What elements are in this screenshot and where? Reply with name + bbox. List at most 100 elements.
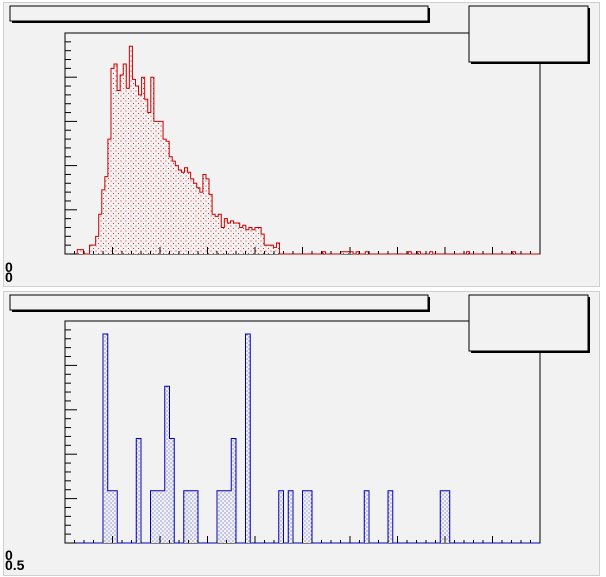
top-histogram-bar <box>236 223 240 254</box>
top-histogram-bar <box>114 63 118 254</box>
bottom-histogram-bar <box>288 490 293 543</box>
bottom-histogram-bar <box>193 490 198 543</box>
top-histogram-bar <box>190 178 194 254</box>
top-histogram-bar <box>101 189 105 254</box>
top-histogram-bar <box>178 170 182 254</box>
top-title-box <box>9 5 429 22</box>
bottom-x-axis-ticks <box>64 536 541 543</box>
top-histogram-bar <box>512 251 516 254</box>
bottom-histogram-bar <box>103 334 108 543</box>
top-histogram-bar <box>120 74 124 255</box>
top-histogram-bar <box>129 46 133 255</box>
top-histogram-bar <box>346 251 350 254</box>
top-histogram-bar <box>89 245 93 254</box>
top-histogram-bar <box>209 194 213 254</box>
bottom-title-box <box>9 294 429 311</box>
top-histogram-outline <box>65 45 540 255</box>
top-histogram-bar <box>350 251 354 254</box>
top-histogram-bar <box>273 247 277 254</box>
top-histogram-bar <box>239 227 243 254</box>
top-histogram-bar <box>193 183 197 254</box>
top-histogram-bar <box>132 79 136 254</box>
bottom-histogram-outline <box>65 333 540 544</box>
top-histogram-bar <box>408 251 412 254</box>
bottom-chart: 00.5 <box>5 294 590 573</box>
bottom-y-tick-label: 0.5 <box>5 557 25 573</box>
top-histogram-bar <box>138 94 142 254</box>
top-histogram-bar <box>245 229 249 254</box>
top-histogram-bar <box>261 234 265 254</box>
top-histogram-bar <box>199 192 203 254</box>
top-histogram-bar <box>205 178 210 254</box>
bottom-stats-box <box>468 294 589 352</box>
top-histogram-bar <box>181 172 185 254</box>
bottom-histogram-bar <box>278 490 284 543</box>
top-histogram-bar <box>270 245 274 254</box>
top-chart: 00 <box>5 5 590 285</box>
top-histogram-bar <box>255 227 259 254</box>
bottom-histogram-bar <box>160 490 165 543</box>
bottom-histogram-bars <box>103 334 450 543</box>
top-histogram-bar <box>202 174 206 254</box>
bottom-histogram-bar <box>155 490 160 543</box>
top-histogram-bar <box>175 165 179 254</box>
bottom-histogram-bar <box>188 490 194 543</box>
top-histogram-bar <box>218 214 222 254</box>
top-histogram-bar <box>153 121 157 255</box>
bottom-histogram-bar <box>302 490 308 543</box>
top-histogram-bar <box>258 227 262 254</box>
top-histogram-bar <box>221 227 225 254</box>
bottom-histogram-bar <box>440 490 445 543</box>
top-histogram-bar <box>340 251 344 254</box>
bottom-y-tick-label: 0 <box>5 547 13 563</box>
bottom-histogram-bar <box>107 490 113 543</box>
top-histogram-bar <box>147 112 151 254</box>
top-histogram-bar <box>187 172 191 254</box>
bottom-histogram-bar <box>150 490 156 543</box>
bottom-histogram-bar <box>169 438 175 543</box>
top-histogram-bar <box>242 225 246 254</box>
top-histogram-bar <box>135 86 139 254</box>
bottom-histogram-bar <box>112 490 118 543</box>
bottom-y-tick-labels: 00.5 <box>5 547 25 573</box>
bottom-histogram-bar <box>245 334 251 543</box>
top-histogram-bar <box>267 245 271 254</box>
top-histogram-bar <box>150 77 154 254</box>
top-histogram-bar <box>196 187 200 254</box>
top-histogram-bar <box>169 156 173 254</box>
top-histogram-bar <box>92 245 96 254</box>
top-y-tick-labels: 00 <box>5 259 13 285</box>
top-histogram-bar <box>98 214 102 254</box>
bottom-histogram-bar <box>445 490 450 543</box>
top-histogram-bars <box>77 46 516 255</box>
top-histogram-bar <box>107 139 111 254</box>
top-histogram-bar <box>276 242 280 254</box>
top-histogram-bar <box>166 141 170 254</box>
top-histogram-bar <box>224 218 228 254</box>
bottom-histogram-bar <box>231 438 236 543</box>
top-histogram-bar <box>322 251 326 254</box>
top-histogram-bar <box>429 251 433 254</box>
top-y-tick-label: 0 <box>5 259 13 275</box>
top-histogram-bar <box>184 167 188 254</box>
top-histogram-bar <box>356 251 360 254</box>
bottom-histogram-bar <box>226 490 232 543</box>
top-histogram-bar <box>227 223 231 254</box>
bottom-histogram-bar <box>136 438 141 543</box>
bottom-histogram-bar <box>364 490 369 543</box>
top-histogram-bar <box>144 99 148 254</box>
top-histogram-bar <box>251 229 255 254</box>
top-histogram-bar <box>163 139 167 254</box>
bottom-histogram-bar <box>183 490 189 543</box>
top-histogram-bar <box>233 223 237 254</box>
bottom-histogram-bar <box>164 386 170 543</box>
top-histogram-bar <box>343 251 347 254</box>
bottom-histogram-bar <box>388 490 393 543</box>
top-histogram-bar <box>104 176 108 254</box>
top-histogram-bar <box>365 251 369 254</box>
bottom-histogram-bar <box>217 490 222 543</box>
top-histogram-bar <box>141 77 145 254</box>
top-histogram-bar <box>417 251 421 254</box>
top-histogram-bar <box>126 88 130 254</box>
